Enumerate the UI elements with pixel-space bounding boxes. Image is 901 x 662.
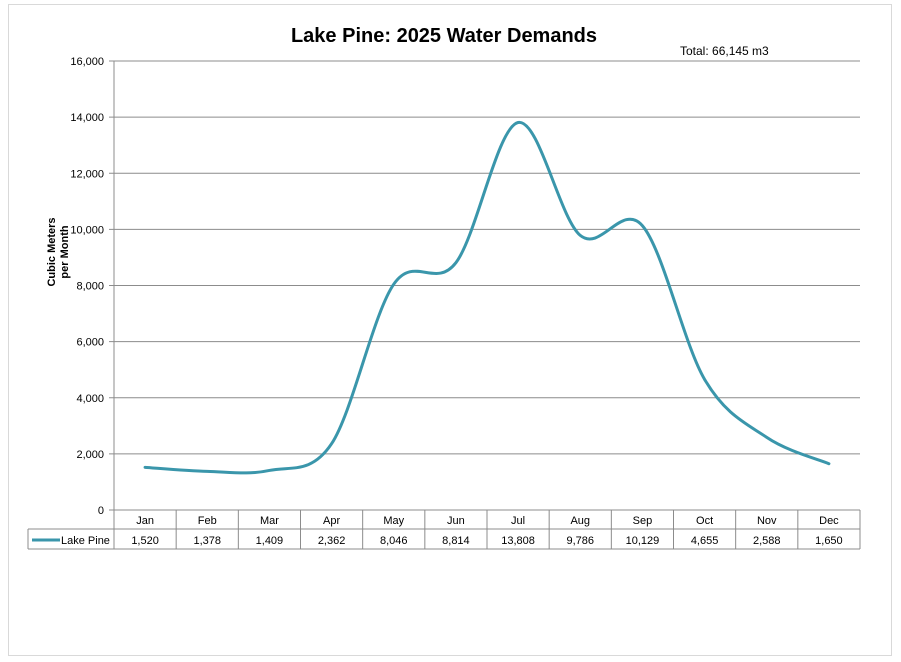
x-tick-label: May bbox=[383, 515, 404, 527]
data-point bbox=[392, 283, 395, 286]
data-point bbox=[144, 466, 147, 469]
y-tick-label: 16,000 bbox=[70, 56, 104, 68]
data-table-value: 9,786 bbox=[566, 535, 594, 547]
y-axis-title-line-2: per Month bbox=[59, 225, 71, 278]
data-table-value: 1,650 bbox=[815, 535, 843, 547]
x-tick-label: Jan bbox=[136, 515, 154, 527]
series-line-lake-pine bbox=[143, 121, 831, 475]
x-tick-label: Mar bbox=[260, 515, 279, 527]
data-table-value: 13,808 bbox=[501, 535, 535, 547]
legend-label: Lake Pine bbox=[61, 535, 110, 547]
data-point bbox=[517, 121, 520, 124]
x-tick-label: Jun bbox=[447, 515, 465, 527]
data-table-value: 1,378 bbox=[193, 535, 221, 547]
total-annotation: Total: 66,145 m3 bbox=[680, 44, 769, 58]
data-table-value: 8,814 bbox=[442, 535, 470, 547]
x-tick-label: Aug bbox=[570, 515, 590, 527]
data-table-value: 2,362 bbox=[318, 535, 346, 547]
y-tick-label: 4,000 bbox=[76, 393, 104, 405]
data-table-value: 8,046 bbox=[380, 535, 408, 547]
y-axis-title-line-1: Cubic Meters bbox=[46, 217, 58, 286]
data-table-value: 1,409 bbox=[256, 535, 284, 547]
data-point bbox=[579, 234, 582, 237]
chart-frame bbox=[8, 4, 892, 656]
x-tick-label: Nov bbox=[757, 515, 777, 527]
data-table-value: 2,588 bbox=[753, 535, 781, 547]
data-point bbox=[827, 462, 830, 465]
x-tick-label: Oct bbox=[696, 515, 713, 527]
y-axis-title: Cubic Meters per Month bbox=[46, 217, 71, 286]
x-tick-label: Feb bbox=[198, 515, 217, 527]
y-tick-label: 14,000 bbox=[70, 112, 104, 124]
data-point bbox=[703, 378, 706, 381]
x-tick-label: Jul bbox=[511, 515, 525, 527]
data-table-value: 1,520 bbox=[131, 535, 159, 547]
y-tick-label: 0 bbox=[98, 505, 104, 517]
data-point bbox=[765, 436, 768, 439]
y-tick-label: 8,000 bbox=[76, 281, 104, 293]
y-tick-label: 10,000 bbox=[70, 224, 104, 236]
data-point bbox=[641, 224, 644, 227]
chart-title: Lake Pine: 2025 Water Demands bbox=[291, 25, 597, 47]
x-tick-label: Dec bbox=[819, 515, 839, 527]
data-point bbox=[454, 261, 457, 264]
x-tick-label: Apr bbox=[323, 515, 340, 527]
data-point bbox=[206, 470, 209, 473]
data-table-value: 4,655 bbox=[691, 535, 719, 547]
data-point bbox=[268, 469, 271, 472]
y-tick-label: 2,000 bbox=[76, 449, 104, 461]
y-tick-label: 6,000 bbox=[76, 337, 104, 349]
y-tick-label: 12,000 bbox=[70, 168, 104, 180]
data-table-value: 10,129 bbox=[626, 535, 660, 547]
x-tick-label: Sep bbox=[633, 515, 653, 527]
data-point bbox=[330, 442, 333, 445]
